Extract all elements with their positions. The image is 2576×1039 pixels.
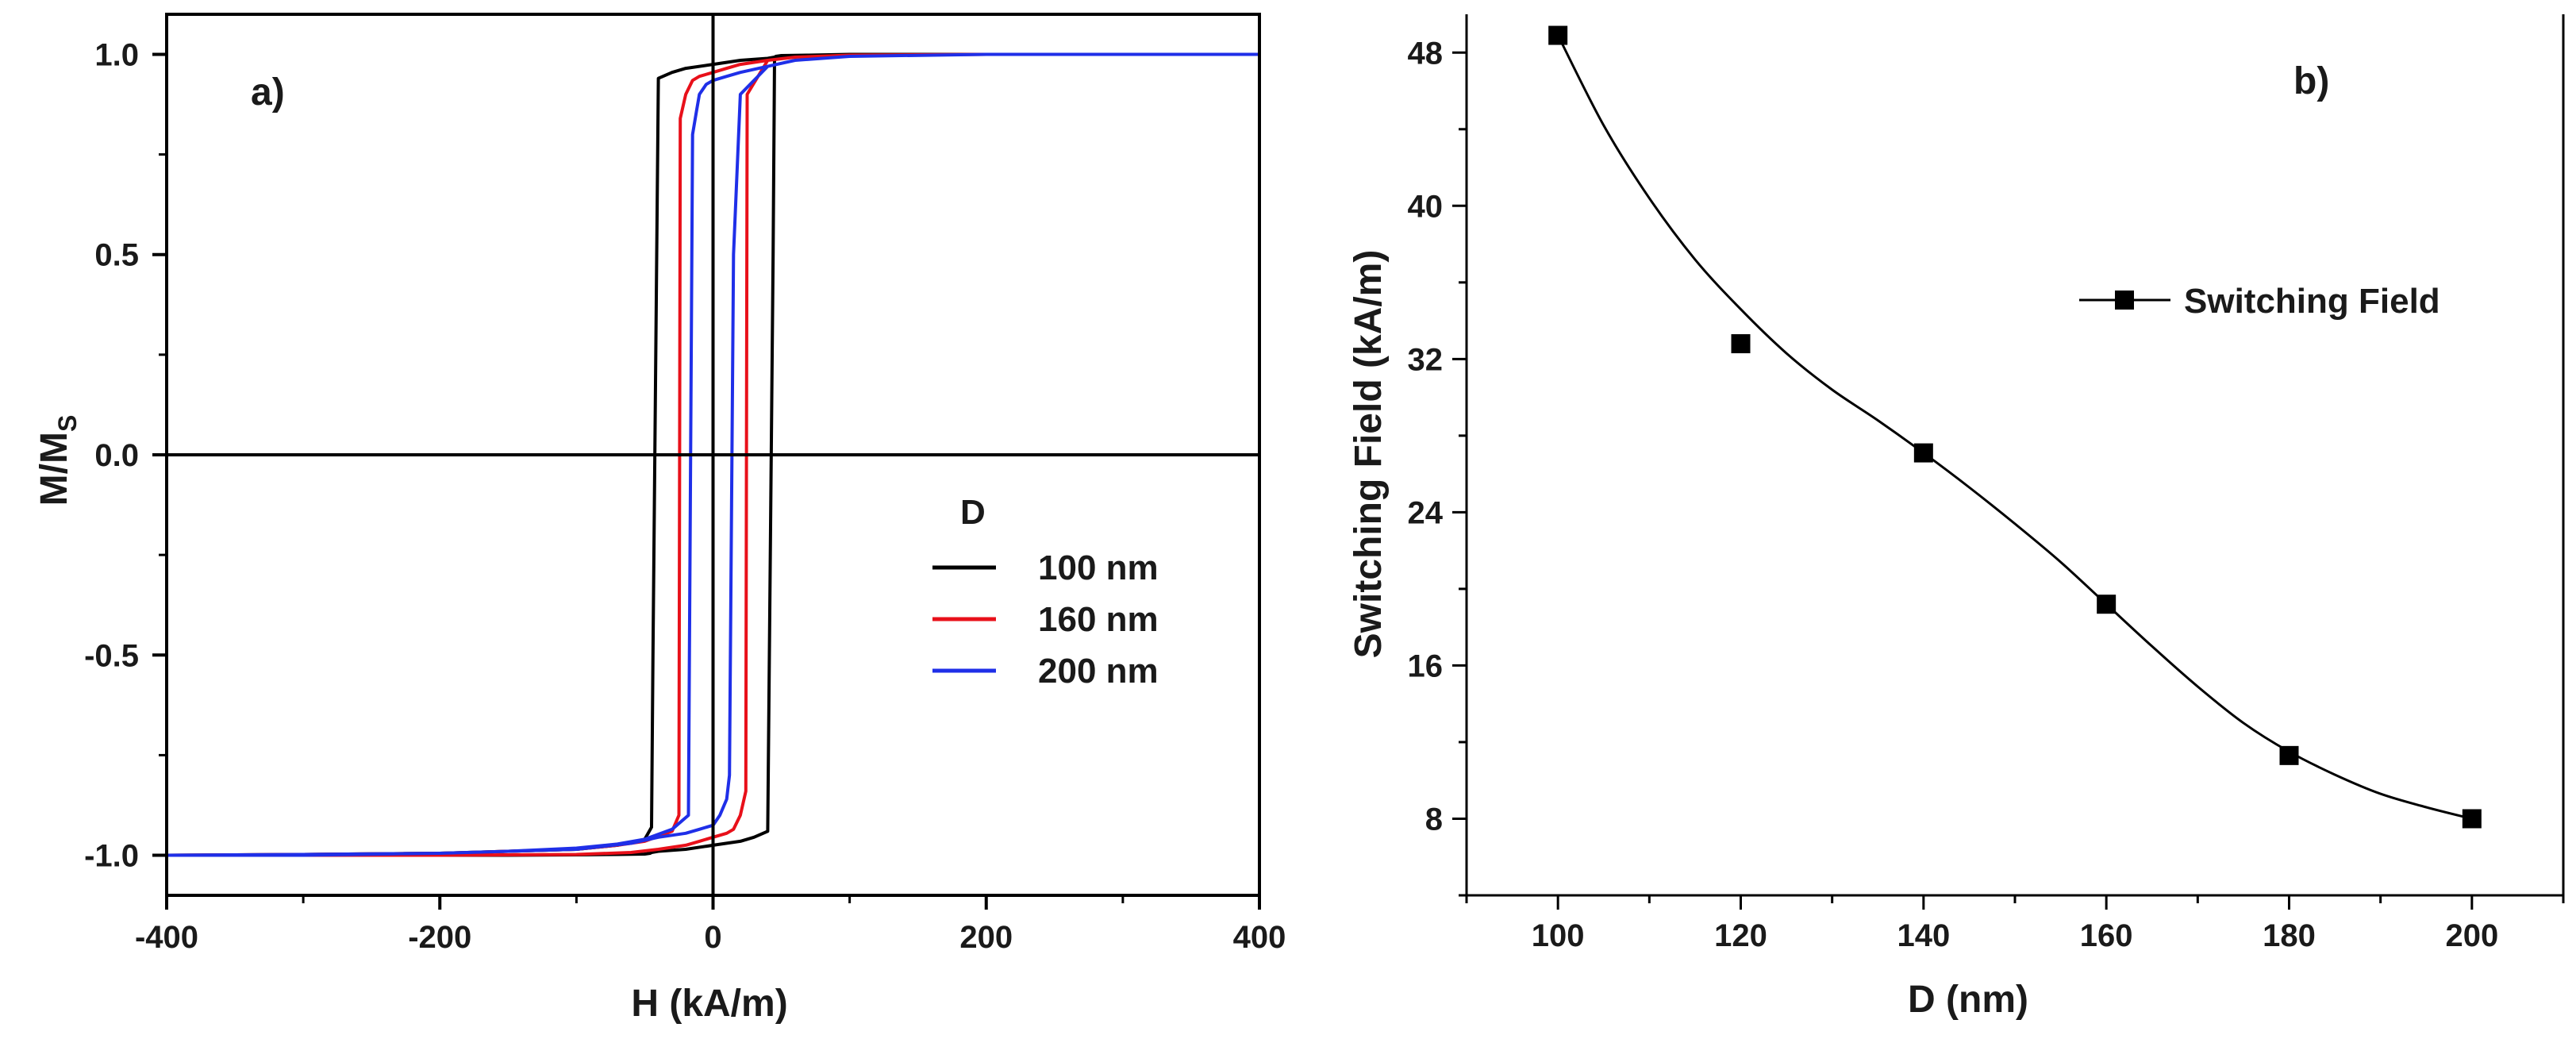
y-tick-label-b: 24 bbox=[1408, 495, 1444, 530]
panel-label-b: b) bbox=[2293, 60, 2329, 102]
y-tick-label-b: 8 bbox=[1425, 802, 1443, 837]
x-tick-label-b: 100 bbox=[1532, 918, 1585, 953]
legend-b: Switching Field bbox=[2079, 282, 2440, 321]
legend-marker-switching-field bbox=[2115, 291, 2134, 310]
panel-a-hysteresis: -400 -200 0 200 400 -1.0 -0.5 0.0 0.5 1.0 a) H (k… bbox=[33, 13, 1286, 1025]
x-tick-label-a: -200 bbox=[408, 920, 471, 955]
y-tick-label-a: 1.0 bbox=[94, 37, 139, 72]
data-points bbox=[1548, 25, 2482, 829]
y-axis-label-b: Switching Field (kA/m) bbox=[1348, 250, 1390, 659]
data-point bbox=[2097, 595, 2117, 614]
ticks-b: 100 120 140 160 180 200 8 16 24 32 40 48 bbox=[1408, 36, 2565, 953]
x-axis-label-b: D (nm) bbox=[1908, 979, 2028, 1021]
fit-curve bbox=[1556, 34, 2473, 820]
y-tick-label-b: 32 bbox=[1408, 342, 1444, 377]
x-tick-label-a: 0 bbox=[704, 920, 721, 955]
x-tick-label-b: 200 bbox=[2445, 918, 2498, 953]
data-point bbox=[2279, 745, 2299, 765]
y-tick-label-a: -0.5 bbox=[84, 638, 139, 673]
x-axis-label-a: H (kA/m) bbox=[631, 983, 787, 1025]
panel-label-a: a) bbox=[251, 71, 285, 114]
y-tick-label-a: 0.0 bbox=[94, 438, 139, 473]
x-tick-label-a: 200 bbox=[959, 920, 1013, 955]
data-point bbox=[2462, 809, 2482, 829]
ticks-a: -400 -200 0 200 400 -1.0 -0.5 0.0 0.5 1.0 bbox=[84, 37, 1286, 955]
legend-a: D 100 nm 160 nm 200 nm bbox=[932, 493, 1159, 691]
y-tick-label-a: 0.5 bbox=[94, 238, 139, 273]
legend-label-160nm: 160 nm bbox=[1038, 600, 1159, 639]
legend-label-switching-field: Switching Field bbox=[2184, 282, 2440, 321]
y-axis-label-a-main: M/M bbox=[33, 432, 75, 506]
data-point bbox=[1731, 334, 1751, 354]
y-axis-label-a: M/MS bbox=[33, 415, 82, 506]
data-point bbox=[1913, 443, 1933, 463]
x-tick-label-b: 120 bbox=[1714, 918, 1767, 953]
y-tick-label-b: 40 bbox=[1408, 189, 1444, 224]
y-tick-label-a: -1.0 bbox=[84, 839, 139, 874]
x-tick-label-b: 160 bbox=[2080, 918, 2133, 953]
data-point bbox=[1548, 25, 1568, 45]
legend-title: D bbox=[960, 493, 986, 532]
legend-label-100nm: 100 nm bbox=[1038, 548, 1159, 587]
hysteresis-series-2 bbox=[166, 52, 1261, 857]
y-tick-label-b: 16 bbox=[1408, 648, 1444, 683]
y-axis-label-a-sub: S bbox=[53, 415, 82, 432]
x-tick-label-b: 140 bbox=[1897, 918, 1950, 953]
x-tick-label-a: 400 bbox=[1233, 920, 1286, 955]
y-tick-label-b: 48 bbox=[1408, 36, 1444, 71]
x-tick-label-b: 180 bbox=[2263, 918, 2316, 953]
plot-frame-b bbox=[1465, 14, 2565, 897]
legend-label-200nm: 200 nm bbox=[1038, 652, 1159, 691]
x-tick-label-a: -400 bbox=[135, 920, 198, 955]
